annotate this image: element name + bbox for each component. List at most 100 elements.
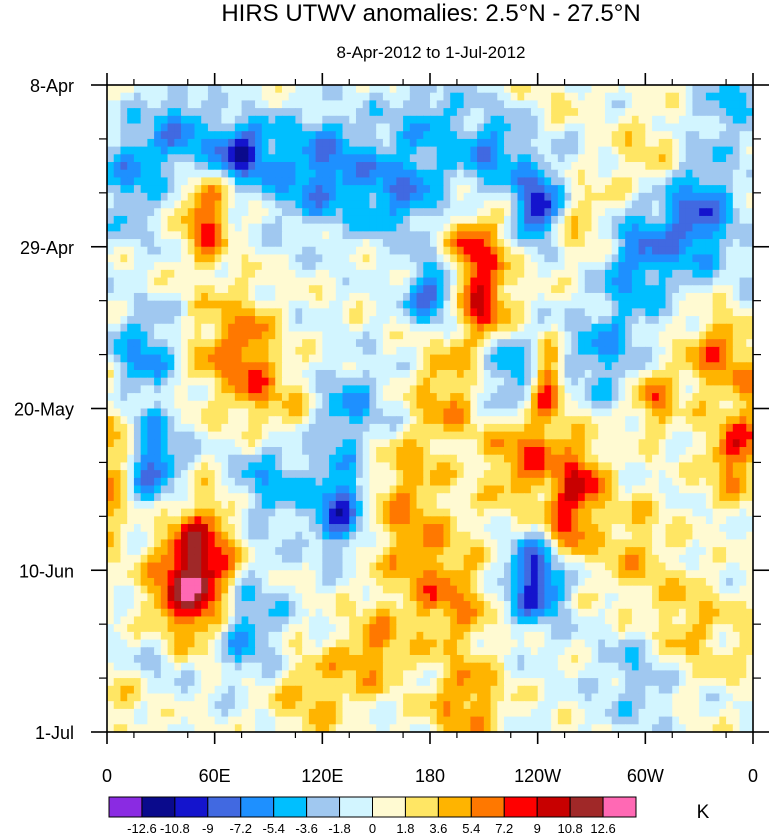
field-cell [281,354,290,363]
field-cell [456,85,465,94]
field-cell [551,246,559,256]
field-cell [726,192,734,202]
field-cell [557,185,566,194]
field-cell [234,138,243,148]
field-cell [120,138,128,148]
field-cell [113,223,122,232]
field-cell [389,223,397,232]
field-cell [692,231,700,240]
field-cell [174,131,182,140]
field-cell [154,408,162,417]
field-cell [443,208,451,217]
field-cell [221,377,229,386]
field-cell [389,377,397,386]
field-cell [389,123,397,132]
field-cell [423,123,431,132]
field-cell [423,192,431,202]
field-cell [618,223,626,232]
field-cell [530,393,539,402]
field-cell [194,208,202,217]
field-cell [732,339,741,348]
field-cell [281,470,290,479]
field-cell [564,246,572,256]
field-cell [228,331,236,340]
field-cell [423,185,431,194]
field-cell [504,346,512,356]
field-cell [275,115,283,125]
field-cell [705,393,714,402]
field-cell [645,85,653,94]
field-cell [120,431,128,440]
field-cell [295,292,303,302]
field-cell [174,423,182,433]
field-cell [557,108,566,117]
field-cell [194,269,202,279]
field-cell [113,323,122,333]
field-cell [214,354,222,363]
field-cell [255,462,263,471]
field-cell [335,477,344,487]
field-cell [712,115,720,125]
field-cell [160,477,169,487]
field-cell [261,169,270,179]
field-cell [261,470,270,479]
field-cell [214,346,222,356]
field-cell [127,346,135,356]
field-cell [477,346,485,356]
field-cell [564,200,572,209]
field-cell [355,362,364,371]
field-cell [470,223,478,232]
field-cell [672,408,680,417]
field-cell [450,223,458,232]
field-cell [470,339,478,348]
field-cell [376,470,384,479]
field-cell [376,200,384,209]
field-cell [248,308,256,317]
field-cell [423,262,431,271]
field-cell [315,269,323,279]
field-cell [450,385,458,394]
field-cell [658,454,667,464]
field-cell [618,292,626,302]
field-cell [127,239,135,248]
field-cell [504,200,512,209]
field-cell [564,131,572,140]
field-cell [430,393,438,402]
field-cell [578,285,586,294]
field-cell [564,416,572,425]
field-cell [349,300,357,309]
field-cell [678,346,687,356]
field-cell [268,470,276,479]
field-cell [275,462,283,471]
field-cell [598,385,606,394]
field-cell [140,308,148,317]
field-cell [544,292,552,302]
field-cell [275,447,283,456]
field-cell [571,439,579,448]
field-cell [483,92,492,101]
field-cell [248,100,256,109]
field-cell [477,115,485,125]
field-cell [537,262,545,271]
field-cell [638,323,646,333]
field-cell [133,208,142,217]
field-cell [719,192,727,202]
field-cell [416,208,424,217]
field-cell [658,92,667,101]
field-cell [463,354,471,363]
field-cell [167,439,175,448]
field-cell [456,223,465,232]
field-cell [504,108,512,117]
field-cell [746,269,754,279]
field-cell [470,162,478,171]
field-cell [746,462,754,471]
field-cell [705,215,714,225]
field-cell [510,108,519,117]
field-cell [510,123,519,132]
field-cell [396,123,404,132]
field-cell [308,208,317,217]
field-cell [167,354,175,363]
field-cell [591,439,599,448]
field-cell [147,85,155,94]
field-cell [544,362,552,371]
